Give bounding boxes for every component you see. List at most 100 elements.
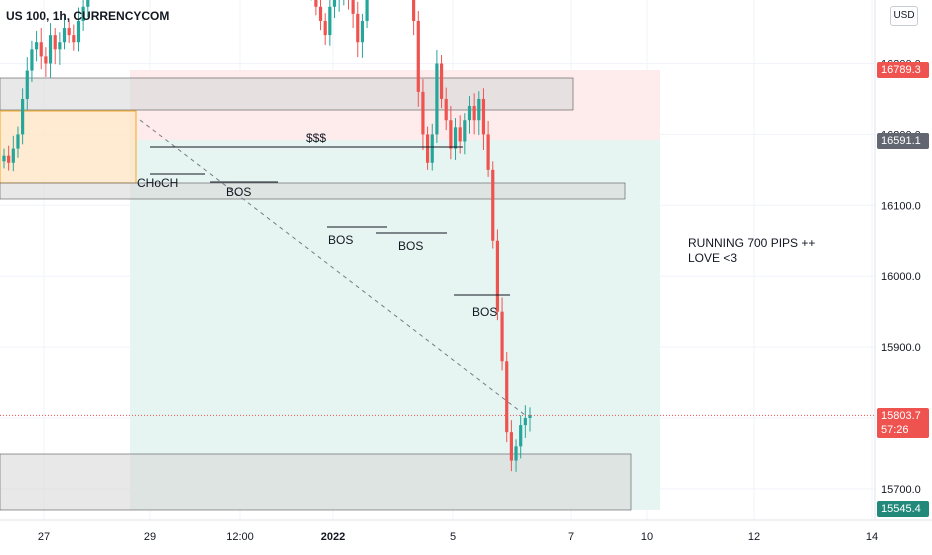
candle-body <box>53 35 57 50</box>
candle-body <box>491 169 495 241</box>
bos-label: BOS <box>328 233 353 247</box>
candle-body <box>356 13 360 43</box>
price-axis[interactable]: 15600.015700.015800.015900.016000.016100… <box>874 0 921 555</box>
current-price-badge-text: 15803.7 <box>881 410 921 422</box>
candle-body <box>430 134 434 163</box>
candle-body <box>72 35 76 43</box>
symbol-title[interactable]: US 100, 1h, CURRENCYCOM <box>6 9 170 23</box>
candle-body <box>505 361 509 433</box>
bos-label: BOS <box>398 239 423 253</box>
candle-body <box>44 56 48 64</box>
time-tick-label: 27 <box>38 531 50 543</box>
price-tick-label: 15900.0 <box>881 342 921 354</box>
supply-zone <box>0 110 137 184</box>
overlays <box>0 119 875 416</box>
candle-body <box>351 0 355 14</box>
candle-body <box>67 28 71 36</box>
order-block-zone <box>0 182 626 200</box>
candle-body <box>463 120 467 142</box>
candle-body <box>34 42 39 50</box>
candle-body <box>523 418 527 426</box>
price-tick-label: 16000.0 <box>881 271 921 283</box>
note-line-1: RUNNING 700 PIPS ++ <box>688 236 815 250</box>
entry-price-badge <box>877 133 929 149</box>
candle-body <box>486 134 490 170</box>
candle-body <box>444 98 448 121</box>
candle-body <box>472 106 476 121</box>
candle-body <box>416 20 420 92</box>
candle-body <box>412 0 416 21</box>
choch-label: CHoCH <box>137 176 178 190</box>
candle-body <box>439 63 444 99</box>
candle-body <box>449 120 453 149</box>
candle-body <box>425 134 430 163</box>
target-price-badge-text: 15545.4 <box>881 503 921 515</box>
candle-body <box>519 425 523 447</box>
candle-body <box>323 20 327 36</box>
time-axis[interactable]: 27 29 12:00 2022 5 7 10 12 14 <box>0 519 932 543</box>
candle-body <box>11 148 15 163</box>
candle-body <box>21 98 25 135</box>
candle-body <box>7 155 11 163</box>
annotation-labels: CHoCH $$$ BOS BOS BOS BOS RUNNING 700 PIPS ++L… <box>137 131 815 319</box>
time-tick-label: 29 <box>144 531 156 543</box>
candle-body <box>81 6 85 21</box>
time-tick-label: 7 <box>568 531 574 543</box>
zones <box>0 70 660 511</box>
note-line-2: LOVE <3 <box>688 251 737 265</box>
candle-body <box>365 0 369 21</box>
time-tick-label: 14 <box>866 531 878 543</box>
candle-body <box>332 0 337 7</box>
candle-body <box>16 134 20 149</box>
candle-body <box>495 240 500 312</box>
candle-body <box>318 6 323 21</box>
candle-body <box>328 6 332 36</box>
price-badges: 16789.3 16591.1 15803.7 57:26 15545.4 <box>877 62 929 517</box>
currency-button[interactable]: USD <box>890 6 918 26</box>
candle-body <box>86 0 90 7</box>
time-tick-label: 12 <box>748 531 760 543</box>
candle-body <box>2 155 6 162</box>
candle-body <box>458 127 462 142</box>
candles <box>2 0 532 472</box>
candle-body <box>453 127 458 149</box>
stop-price-badge-text: 16789.3 <box>881 64 921 76</box>
bos-label: BOS <box>226 185 251 199</box>
price-tick-label: 15700.0 <box>881 484 921 496</box>
current-price-badge-text: 57:26 <box>881 424 909 436</box>
candle-body <box>509 432 513 461</box>
candle-body <box>58 42 62 50</box>
target-zone <box>130 140 660 510</box>
time-tick-label: 5 <box>450 531 456 543</box>
candle-body <box>30 49 34 71</box>
candle-body <box>314 0 318 7</box>
stop-price-badge <box>877 62 929 78</box>
time-tick-label: 2022 <box>321 531 345 543</box>
target-price-badge <box>877 501 929 517</box>
demand-zone <box>0 453 632 511</box>
candle-body <box>467 106 472 121</box>
trend-line <box>139 119 526 416</box>
candle-body <box>528 415 532 418</box>
current-price-badge <box>877 408 929 438</box>
candle-body <box>500 311 504 362</box>
candle-body <box>76 20 81 43</box>
candle-body <box>39 42 43 57</box>
resistance-zone <box>0 77 574 111</box>
price-tick-label: 16100.0 <box>881 200 921 212</box>
candle-body <box>514 446 518 461</box>
bos-label: BOS <box>472 305 497 319</box>
liquidity-label: $$$ <box>306 131 326 145</box>
candle-body <box>62 28 67 43</box>
candle-body <box>477 98 481 121</box>
entry-price-badge-text: 16591.1 <box>881 135 921 147</box>
candle-body <box>360 20 365 43</box>
candle-body <box>25 70 29 99</box>
candle-body <box>421 91 425 135</box>
candle-body <box>435 63 439 135</box>
time-tick-label: 12:00 <box>226 531 254 543</box>
time-tick-label: 10 <box>641 531 653 543</box>
candle-body <box>48 35 53 64</box>
